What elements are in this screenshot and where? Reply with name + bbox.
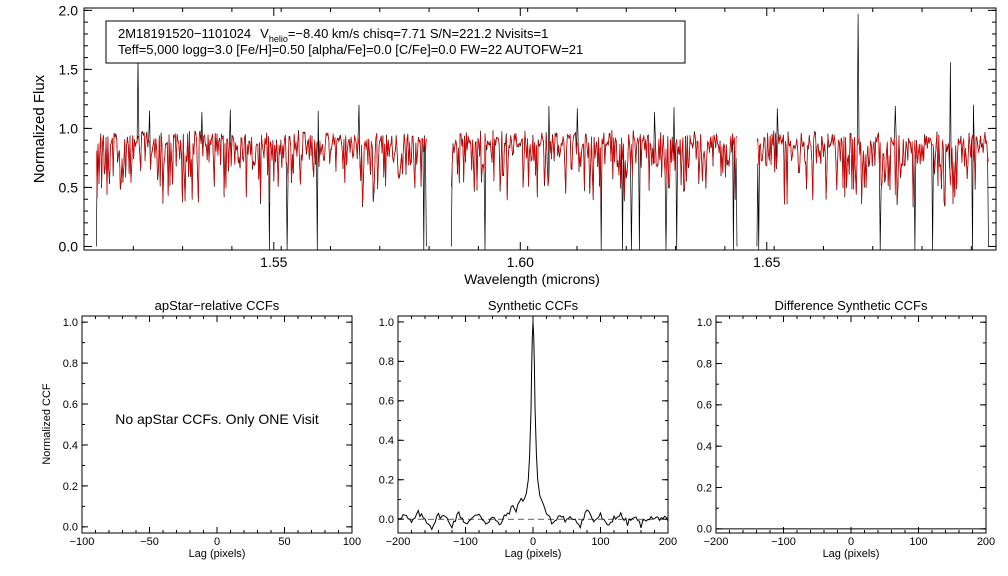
y-tick-label: 0.8	[379, 356, 394, 368]
model-spectrum-line	[756, 132, 989, 205]
model-spectrum-line	[450, 132, 738, 204]
x-tick-label: 1.60	[507, 254, 534, 270]
x-tick-label: 100	[591, 536, 609, 548]
x-tick-label: 200	[659, 536, 677, 548]
y-tick-label: 0.4	[63, 440, 78, 452]
y-tick-label: 0.0	[697, 524, 712, 536]
star-id: 2M18191520−1101024	[118, 26, 251, 41]
ccf-panel-synthetic: −200 −100 0 100 200 0.0 0.2 0.4 0.6 0.8 1.0 Synthe…	[379, 298, 677, 560]
x-tick-label: 1.55	[260, 254, 287, 270]
x-tick-label: 0	[214, 536, 220, 548]
ccf-apstar-xlabel: Lag (pixels)	[189, 548, 246, 560]
y-tick-label: 0.8	[697, 358, 712, 370]
ccf-apstar-title: apStar−relative CCFs	[155, 298, 280, 313]
model-spectrum-series	[95, 131, 989, 205]
ccf-difference-xlabel: Lag (pixels)	[823, 548, 880, 560]
spectrum-plot-frame	[83, 7, 997, 251]
y-tick-label: 0.6	[379, 396, 394, 408]
x-tick-label: −100	[70, 536, 95, 548]
y-tick-label: 0.2	[379, 475, 394, 487]
ccf-synthetic-frame	[397, 315, 669, 534]
y-tick-label: 1.0	[59, 120, 79, 136]
x-tick-label: −200	[386, 536, 411, 548]
x-tick-label: 0	[530, 536, 536, 548]
spectrum-ylabel: Normalized Flux	[31, 74, 48, 183]
y-tick-label: 0.0	[59, 238, 79, 254]
y-tick-label: 0.4	[697, 441, 712, 453]
spectrum-panel: 1.55 1.60 1.65 0.0 0.5 1.0 1.5 2.0 Wavelength (…	[31, 2, 997, 287]
observed-spectrum-line	[756, 13, 989, 251]
y-tick-label: 0.5	[59, 179, 79, 195]
y-tick-label: 1.5	[59, 61, 79, 77]
x-tick-label: 100	[343, 536, 361, 548]
y-tick-label: 0.0	[379, 514, 394, 526]
ccf-difference-title: Difference Synthetic CCFs	[775, 298, 928, 313]
y-tick-label: 1.0	[63, 317, 78, 329]
ccf-apstar-ylabel: Normalized CCF	[41, 383, 53, 465]
x-tick-label: 100	[909, 536, 927, 548]
y-tick-label: 0.4	[379, 435, 394, 447]
y-tick-label: 1.0	[379, 317, 394, 329]
annotation-line-1: 2M18191520−1101024 Vhelio=−8.40 km/s chis…	[118, 26, 548, 44]
y-tick-label: 0.8	[63, 358, 78, 370]
annotation-frame	[105, 20, 686, 64]
ccf-synthetic-ticks: −200 −100 0 100 200 0.0 0.2 0.4 0.6 0.8 1.0	[379, 316, 677, 548]
ccf-difference-ticks: −200 −100 0 100 200 0.0 0.2 0.4 0.6 0.8 1.0	[697, 316, 995, 548]
ccf-apstar-ticks: −100 −50 0 50 100 0.0 0.2 0.4 0.6 0.8 1.0	[63, 316, 361, 548]
y-tick-label: 0.2	[63, 481, 78, 493]
y-tick-label: 1.0	[697, 317, 712, 329]
x-tick-label: 0	[848, 536, 854, 548]
ccf-synthetic-xlabel: Lag (pixels)	[505, 548, 562, 560]
spectrum-xlabel: Wavelength (microns)	[464, 271, 600, 287]
annotation-line-1-values: =−8.40 km/s chisq=7.71 S/N=221.2 Nvisits…	[288, 26, 549, 41]
y-tick-label: 2.0	[59, 2, 79, 18]
x-tick-label: 200	[977, 536, 995, 548]
ccf-panel-difference: −200 −100 0 100 200 0.0 0.2 0.4 0.6 0.8 1.0 Differ…	[697, 298, 995, 560]
annotation-line-2: Teff=5,000 logg=3.0 [Fe/H]=0.50 [alpha/F…	[118, 42, 583, 57]
ccf-difference-frame	[715, 315, 987, 534]
x-tick-label: 1.65	[753, 254, 780, 270]
y-tick-label: 0.0	[63, 522, 78, 534]
model-spectrum-line	[95, 131, 427, 205]
ccf-synthetic-series	[397, 321, 669, 531]
spectrum-annotation-box: 2M18191520−1101024 Vhelio=−8.40 km/s chis…	[105, 20, 686, 64]
vhelio-subscript: helio	[269, 34, 288, 44]
ccf-synthetic-title: Synthetic CCFs	[488, 298, 579, 313]
x-tick-label: −100	[453, 536, 478, 548]
x-tick-label: 50	[278, 536, 290, 548]
x-tick-label: −100	[771, 536, 796, 548]
ccf-line	[397, 321, 669, 531]
y-tick-label: 0.6	[697, 400, 712, 412]
x-tick-label: −200	[704, 536, 729, 548]
ccf-panel-apstar: −100 −50 0 50 100 0.0 0.2 0.4 0.6 0.8 1.0 apStar−r…	[41, 298, 361, 560]
y-tick-label: 0.2	[697, 482, 712, 494]
spectrum-ticks: 1.55 1.60 1.65 0.0 0.5 1.0 1.5 2.0	[59, 2, 996, 270]
vhelio-symbol: V	[260, 26, 269, 41]
no-ccf-message: No apStar CCFs. Only ONE Visit	[115, 411, 319, 427]
y-tick-label: 0.6	[63, 399, 78, 411]
x-tick-label: −50	[140, 536, 159, 548]
